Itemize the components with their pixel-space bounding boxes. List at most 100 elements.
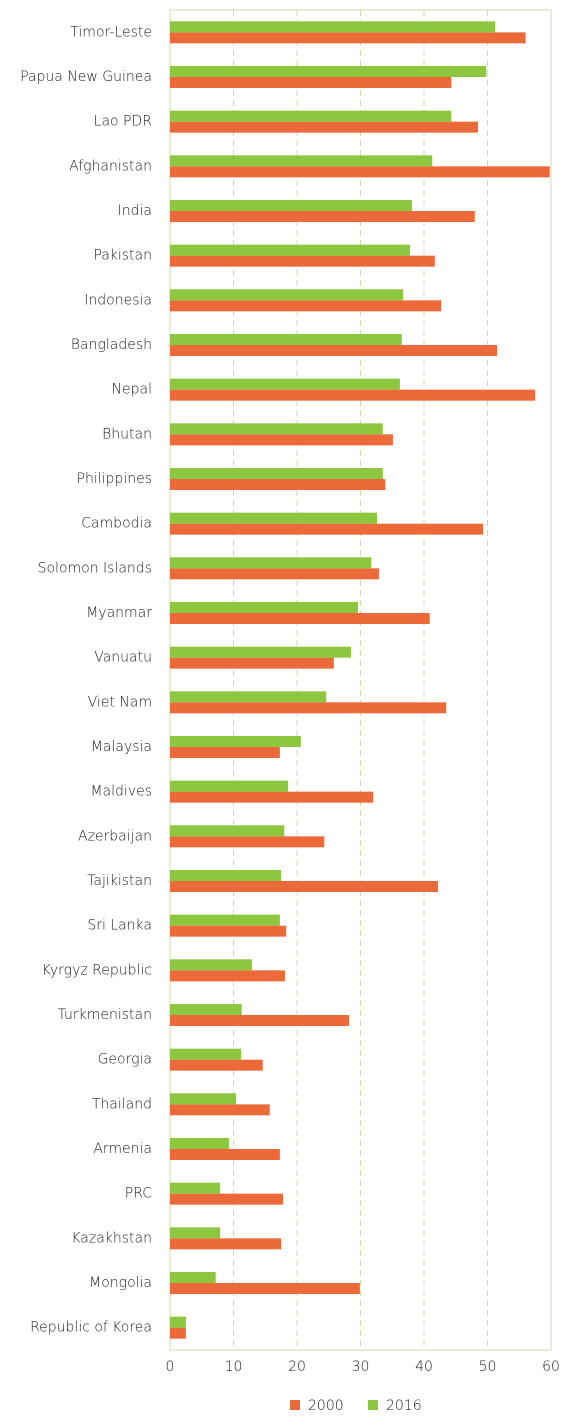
bar (170, 166, 550, 178)
bar (170, 836, 325, 848)
y-tick-label: Indonesia (84, 292, 152, 308)
bar (170, 1059, 263, 1071)
y-tick-label: Bhutan (102, 426, 152, 442)
bar (170, 32, 526, 44)
bar (170, 66, 487, 77)
y-tick-label: India (118, 203, 152, 219)
bar (170, 568, 379, 580)
bar (170, 959, 252, 971)
x-tick-label: 40 (415, 1359, 433, 1375)
x-tick-label: 10 (225, 1359, 243, 1375)
bar (170, 914, 280, 926)
bar (170, 791, 374, 803)
bar (170, 289, 404, 301)
y-tick-label: Cambodia (81, 516, 152, 532)
y-tick-label: Kazakhstan (71, 1230, 152, 1246)
y-tick-label: Vanuatu (94, 650, 152, 666)
y-tick-label: PRC (125, 1186, 152, 1202)
y-tick-label: Azerbaijan (78, 828, 152, 844)
y-tick-label: Myanmar (86, 605, 152, 621)
y-tick-label: Malaysia (91, 739, 152, 755)
bar (170, 1138, 230, 1149)
bar (170, 244, 411, 256)
bar (170, 1015, 350, 1026)
bar (170, 200, 412, 211)
bar (170, 1227, 221, 1239)
legend-swatch (290, 1400, 300, 1410)
x-tick-label: 50 (479, 1359, 497, 1375)
x-tick-label: 20 (288, 1359, 306, 1375)
y-tick-label: Kyrgyz Republic (42, 962, 152, 978)
bar (170, 1149, 280, 1160)
y-tick-label: Georgia (98, 1052, 152, 1068)
bar (170, 345, 498, 356)
y-tick-label: Papua New Guinea (20, 69, 152, 85)
bar (170, 736, 301, 747)
bar (170, 378, 400, 390)
bar (170, 646, 351, 658)
y-tick-label: Solomon Islands (38, 560, 152, 576)
y-tick-label: Lao PDR (94, 114, 152, 130)
bar (170, 334, 402, 345)
y-tick-label: Timor-Leste (70, 24, 152, 40)
y-tick-label: Pakistan (93, 248, 152, 264)
bar (170, 110, 452, 122)
y-tick-label: Philippines (77, 471, 152, 487)
bar (170, 1048, 242, 1060)
y-tick-label: Mongolia (89, 1275, 152, 1291)
bar (170, 21, 496, 33)
bar (170, 155, 433, 167)
bar (170, 423, 383, 435)
bar (170, 557, 372, 569)
bar (170, 468, 383, 479)
bar (170, 747, 280, 758)
bar (170, 925, 287, 937)
bar (170, 1238, 282, 1250)
y-tick-label: Afghanistan (69, 158, 152, 174)
y-tick-label: Nepal (112, 382, 152, 398)
bar (170, 121, 478, 133)
bar (170, 300, 442, 312)
x-tick-label: 30 (352, 1359, 370, 1375)
bar (170, 523, 484, 535)
bar (170, 1327, 186, 1339)
bar (170, 881, 438, 892)
bar (170, 780, 289, 792)
y-tick-label: Maldives (90, 784, 152, 800)
bar (170, 613, 430, 624)
bar (170, 77, 452, 88)
bar (170, 389, 536, 401)
bar (170, 691, 327, 703)
bar (170, 602, 358, 613)
bar (170, 1193, 284, 1205)
bar (170, 825, 285, 837)
bar (170, 1093, 237, 1105)
y-tick-label: Armenia (93, 1141, 152, 1157)
bar (170, 434, 393, 446)
bar (170, 1104, 270, 1116)
y-tick-label: Turkmenistan (58, 1007, 152, 1023)
bar (170, 657, 334, 669)
bar (170, 870, 282, 881)
bar (170, 702, 447, 714)
x-tick-label: 0 (166, 1359, 175, 1375)
bar (170, 255, 435, 267)
plot-border (169, 9, 552, 1351)
bar (170, 1283, 360, 1294)
y-tick-label: Sri Lanka (87, 918, 152, 934)
bar (170, 970, 285, 982)
y-tick-label: Republic of Korea (30, 1320, 152, 1336)
bar (170, 479, 386, 490)
bar (170, 1316, 186, 1328)
bar (170, 512, 378, 524)
bar (170, 1182, 221, 1194)
y-tick-label: Tajikistan (87, 873, 152, 889)
y-tick-label: Bangladesh (71, 337, 152, 353)
bar (170, 1004, 242, 1015)
x-tick-label: 60 (542, 1359, 560, 1375)
y-tick-label: Thailand (92, 1096, 152, 1112)
y-tick-label: Viet Nam (88, 694, 152, 710)
legend-label: 2016 (386, 1398, 422, 1414)
bar (170, 211, 475, 222)
